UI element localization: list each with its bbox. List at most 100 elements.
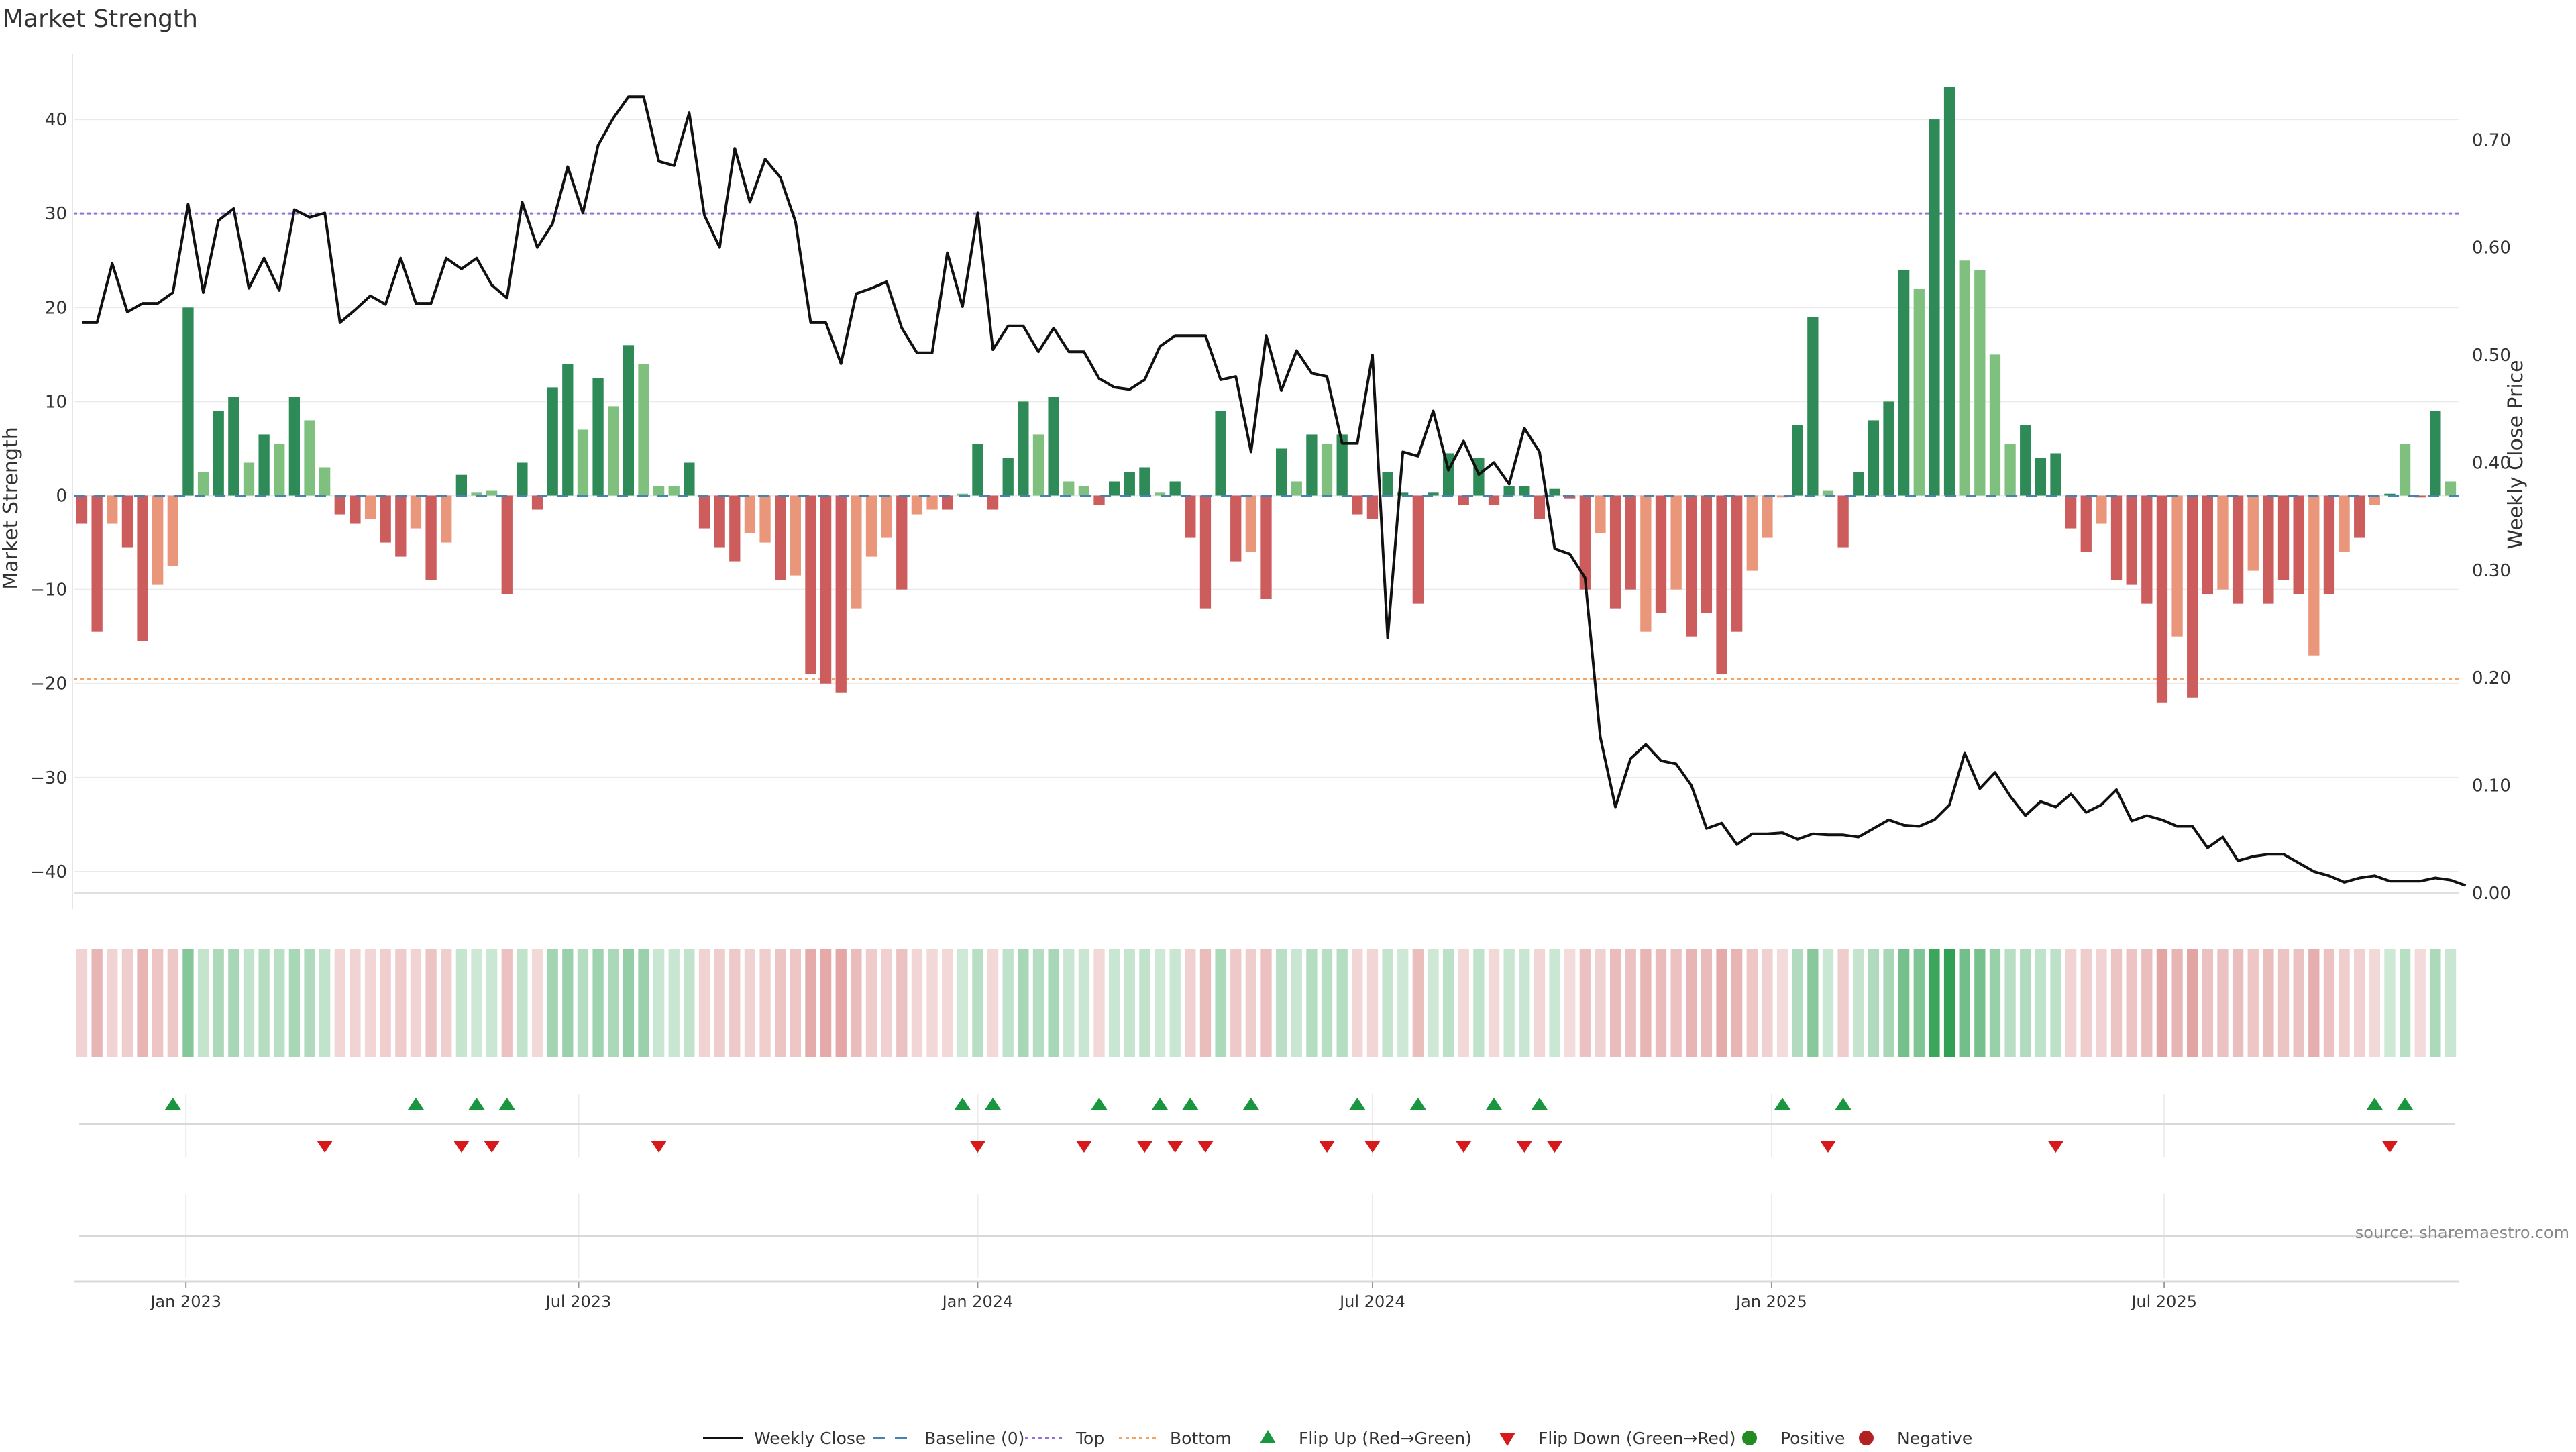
flip-up-marker [1182,1098,1199,1110]
strength-bar [2232,495,2244,604]
strength-cell [501,949,513,1057]
strength-cell [1169,949,1181,1057]
strength-bar [1078,486,1090,496]
legend-negative-dot-icon [1859,1431,1874,1445]
strength-cell [775,949,786,1057]
strength-bar [531,495,543,510]
strength-bar [2050,453,2061,496]
strength-cell [441,949,452,1057]
strength-cell [1959,949,1970,1057]
strength-bar [455,474,468,496]
strength-cell [1306,949,1318,1057]
strength-bar [942,495,953,510]
flip-down-marker [1364,1141,1381,1153]
strength-bar [1185,495,1196,538]
flip-down-marker [1075,1141,1092,1153]
strength-cell [152,949,164,1057]
strength-bar [2323,495,2335,594]
strength-bar [1169,481,1181,496]
strength-cell [744,949,756,1057]
source-note: source: sharemaestro.com [2355,1223,2569,1242]
strength-bar [835,495,847,693]
legend-positive-dot-icon [1742,1431,1757,1445]
strength-cell [2277,949,2290,1057]
strength-cell [1412,949,1424,1057]
strength-cell [1503,949,1515,1057]
strength-bar [2080,495,2092,552]
flip-down-marker [1319,1141,1336,1153]
strength-cell [380,949,391,1057]
strength-cell [2096,949,2107,1057]
flip-down-marker [1516,1141,1533,1153]
strength-cell [562,949,574,1057]
flip-up-marker [1409,1098,1426,1110]
strength-bar [714,495,725,548]
strength-bar [698,495,710,529]
strength-bar [1519,486,1530,496]
strength-cell [1154,949,1166,1057]
strength-bar [2126,495,2137,585]
strength-bar [2263,495,2274,604]
date-axis: Jan 2023 Jul 2023 Jan 2024 Jul 2024 Jan 2025… [74,1280,2459,1311]
right-tick-label: 0.30 [2472,561,2511,581]
strength-bar [638,364,649,496]
right-tick-label: 0.70 [2472,130,2511,150]
strength-bar [1731,495,1743,632]
strength-bar [517,462,528,496]
strength-cell [334,949,345,1057]
strength-cell [1898,949,1910,1057]
flip-up-marker [2366,1098,2383,1110]
chart-legend: Weekly Close Baseline (0) Top Bottom Flip Up… [703,1429,1972,1448]
strength-cell [1746,949,1758,1057]
strength-bar [2202,495,2213,594]
strength-cell [1442,949,1454,1057]
strength-heat-strip [76,949,2457,1057]
strength-bar [425,495,437,580]
strength-cell [1762,949,1773,1057]
strength-cell [1640,949,1652,1057]
strength-cell [319,949,331,1057]
strength-bar [2065,495,2077,529]
strength-bar [1974,270,1986,496]
strength-cell [531,949,543,1057]
strength-bar [380,495,391,543]
strength-cell [228,949,239,1057]
strength-cell [121,949,133,1057]
strength-bar [152,495,164,585]
strength-bar [759,495,771,543]
strength-bars [74,87,2459,703]
strength-bar [1640,495,1652,632]
strength-bar [197,472,209,496]
strength-cell [668,949,680,1057]
strength-cell [1093,949,1105,1057]
strength-bar [2277,495,2290,580]
strength-cell [851,949,862,1057]
strength-cell [1230,949,1242,1057]
strength-cell [1609,949,1621,1057]
strength-cell [1063,949,1075,1057]
strength-cell [608,949,619,1057]
strength-cell [2035,949,2047,1057]
strength-bar [213,411,224,496]
strength-cell [1595,949,1606,1057]
strength-cell [577,949,589,1057]
strength-cell [1519,949,1530,1057]
left-tick-label: −20 [30,674,67,694]
flip-down-marker [969,1141,986,1153]
flip-down-marker [651,1141,667,1153]
strength-cell [350,949,361,1057]
flip-down-marker [1136,1141,1153,1153]
legend-label: Weekly Close [754,1429,865,1448]
strength-bar [1352,495,1363,515]
strength-cell [1549,949,1560,1057]
strength-cell [1488,949,1500,1057]
strength-cell [2323,949,2335,1057]
legend-label: Bottom [1170,1429,1232,1448]
strength-bar [395,495,407,557]
strength-bar [1534,495,1546,519]
strength-bar [1458,495,1469,505]
flip-up-marker [954,1098,971,1110]
strength-cell [896,949,908,1057]
strength-cell [1352,949,1363,1057]
